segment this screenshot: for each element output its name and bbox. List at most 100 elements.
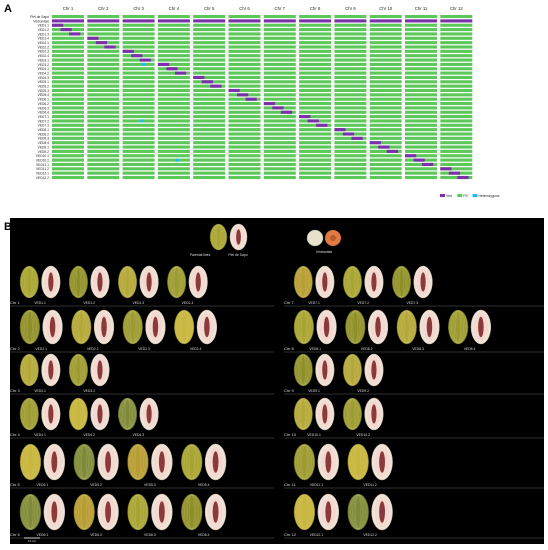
chromosome-segment (299, 49, 332, 53)
chromosome-segment (228, 158, 261, 162)
chromosome-segment (440, 128, 473, 132)
chromosome-segment (369, 45, 402, 49)
chromosome-segment (334, 80, 367, 84)
chromosome-segment (122, 145, 155, 149)
chromosome-segment (52, 102, 84, 106)
rind-net (75, 494, 94, 530)
whole-fruit (71, 309, 92, 345)
fruit-pair (19, 309, 63, 345)
seed-cavity (48, 360, 54, 380)
chromosome-segment (334, 171, 367, 175)
whole-fruit (19, 443, 42, 481)
whole-fruit (73, 493, 95, 531)
chromosome-segment (334, 84, 367, 88)
chromosome-segment (193, 162, 226, 166)
chromosome-segment (157, 115, 190, 119)
fruit-pair (347, 493, 393, 531)
chromosome-segment (369, 93, 402, 97)
chromosome-segment (228, 136, 261, 140)
chromosome-segment (87, 15, 120, 19)
chromosome-segment (193, 97, 226, 101)
chromosome-segment (405, 175, 437, 180)
chromosome-segment (369, 123, 402, 127)
rind-net (344, 354, 361, 386)
chromosome-segment (52, 23, 84, 27)
chromosome-segment (52, 149, 84, 153)
chromosome-segment (405, 32, 437, 36)
fruit-pair (342, 397, 384, 431)
chromosome-segment (157, 41, 190, 45)
chromosome-segment (299, 75, 332, 79)
chromosome-segment (122, 36, 155, 40)
row-label: VED7.1 (38, 115, 50, 119)
line-label: VED6.2 (90, 533, 102, 537)
rind-net (449, 310, 467, 344)
chromosome-segment (405, 119, 437, 123)
row-label: VED5.3 (38, 89, 50, 93)
row-label: VED4.3 (38, 76, 50, 80)
chromosome-segment (52, 136, 84, 140)
row-label: VED6.3 (38, 106, 50, 110)
chromosome-segment (52, 71, 84, 75)
chromosome-segment (369, 132, 402, 136)
chromosome-segment (405, 75, 437, 79)
chromosome-segment (263, 141, 296, 145)
chromosome-segment (440, 149, 473, 153)
chromosome-segment (193, 149, 226, 153)
chromosome-segment (52, 67, 84, 71)
chromosome-segment (334, 28, 367, 32)
chromosome-segment (122, 106, 155, 110)
chromosome-segment (228, 80, 261, 84)
chromosome-label: Chr 3 (10, 388, 21, 393)
chromosome-segment (369, 54, 402, 58)
chromosome-segment (193, 45, 226, 49)
whole-fruit (19, 397, 39, 431)
seed-cavity (325, 451, 332, 473)
chromosome-segment (87, 97, 120, 101)
rind-net (349, 444, 368, 480)
fruit-pair (396, 309, 440, 345)
chromosome-segment (193, 71, 226, 75)
rind-net (128, 494, 147, 530)
chromosome-segment (299, 162, 332, 166)
chromosome-segment (334, 106, 367, 110)
chromosome-segment (440, 102, 473, 106)
row-label: VED5.4 (38, 93, 50, 97)
chromosome-segment (334, 67, 367, 71)
rind-net (21, 444, 40, 480)
fruit-pair (68, 265, 110, 299)
row-label: VED8.1 (38, 128, 50, 132)
line-label: VED7.2 (357, 301, 369, 305)
legend-swatch (440, 194, 445, 197)
chromosome-segment (299, 171, 332, 175)
chromosome-segment (440, 62, 473, 66)
chromosome-segment (299, 132, 332, 136)
legend-label: PS (463, 194, 468, 198)
rind-net (182, 444, 201, 480)
introgression-segment (316, 123, 328, 127)
chromosome-segment (405, 162, 437, 166)
chromosome-segment (369, 141, 402, 145)
seed-cavity (152, 316, 159, 338)
chromosome-segment (440, 75, 473, 79)
chromosome-segment (52, 75, 84, 79)
chromosome-segment (405, 84, 437, 88)
row-label: VED5.2 (38, 85, 50, 89)
chromosome-segment (263, 145, 296, 149)
chromosome-segment (440, 36, 473, 40)
chromosome-segment (405, 145, 437, 149)
rind-net (75, 444, 94, 480)
chromosome-segment (334, 75, 367, 79)
chromosome-segment (405, 28, 437, 32)
chromosome-segment (263, 102, 296, 106)
seed-cavity (420, 272, 426, 292)
chromosome-segment (87, 123, 120, 127)
introgression-segment (131, 54, 143, 58)
panel-b-label: B (4, 221, 12, 233)
chromosome-segment (193, 132, 226, 136)
chromosome-segment (193, 106, 226, 110)
chromosome-segment (193, 54, 226, 58)
chromosome-segment (193, 171, 226, 175)
chromosome-segment (440, 115, 473, 119)
introgression-segment (448, 171, 461, 175)
